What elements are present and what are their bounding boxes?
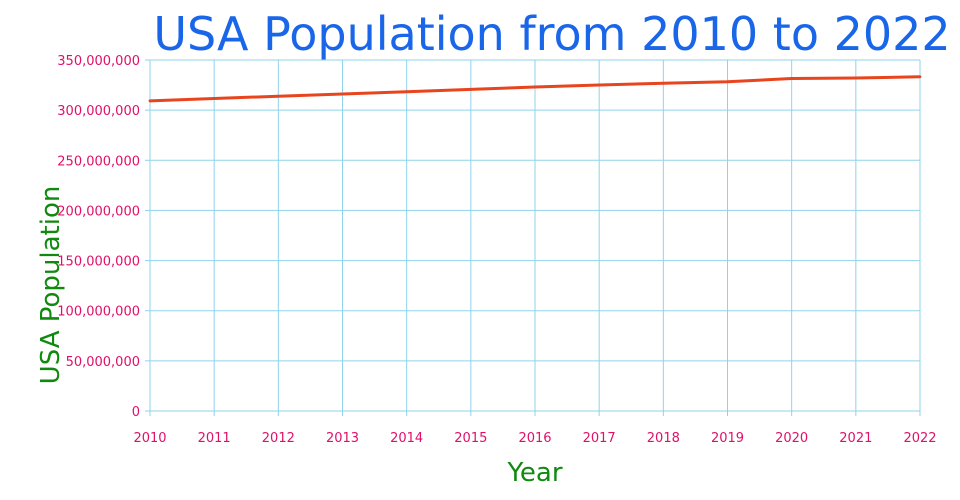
y-axis-title: USA Population [36,186,66,385]
series-layer [148,75,922,103]
x-tick-label: 2017 [583,431,616,446]
x-tick-label: 2020 [775,431,808,446]
x-tick-label: 2012 [262,431,295,446]
data-point [726,80,729,84]
x-tick-label: 2010 [133,431,166,446]
data-point [341,92,344,96]
x-tick-label: 2015 [454,431,487,446]
x-axis-title: Year [506,458,562,488]
y-tick-label: 100,000,000 [57,305,140,320]
x-tick-label: 2013 [326,431,359,446]
data-point [597,83,601,87]
y-tick-label: 350,000,000 [57,54,140,69]
data-point [661,81,665,85]
y-axis-ticks: 0 50,000,000 100,000,000 150,000,000 200,000… [57,54,150,420]
x-tick-label: 2011 [198,431,231,446]
x-tick-label: 2021 [839,431,872,446]
grid [149,59,921,412]
x-tick-label: 2016 [518,431,551,446]
y-tick-label: 0 [132,405,140,420]
x-axis-ticks: 2010 2011 2012 2013 2014 2015 2016 2017 2018 2019… [133,411,937,446]
x-tick-label: 2022 [903,431,936,446]
data-point [854,76,858,80]
data-point [405,90,409,94]
data-point [276,94,280,98]
data-point [148,99,152,103]
y-tick-label: 150,000,000 [57,255,140,270]
x-tick-label: 2014 [390,431,423,446]
x-tick-label: 2019 [711,431,744,446]
y-tick-label: 250,000,000 [57,154,140,169]
y-tick-label: 300,000,000 [57,104,140,119]
data-point [790,77,794,80]
y-tick-label: 200,000,000 [57,204,140,219]
y-tick-label: 50,000,000 [66,355,140,370]
data-point [533,85,537,89]
x-tick-label: 2018 [647,431,680,446]
data-point [918,75,922,79]
chart-title: USA Population from 2010 to 2022 [153,7,950,61]
data-point [212,97,216,100]
data-point [469,87,473,91]
